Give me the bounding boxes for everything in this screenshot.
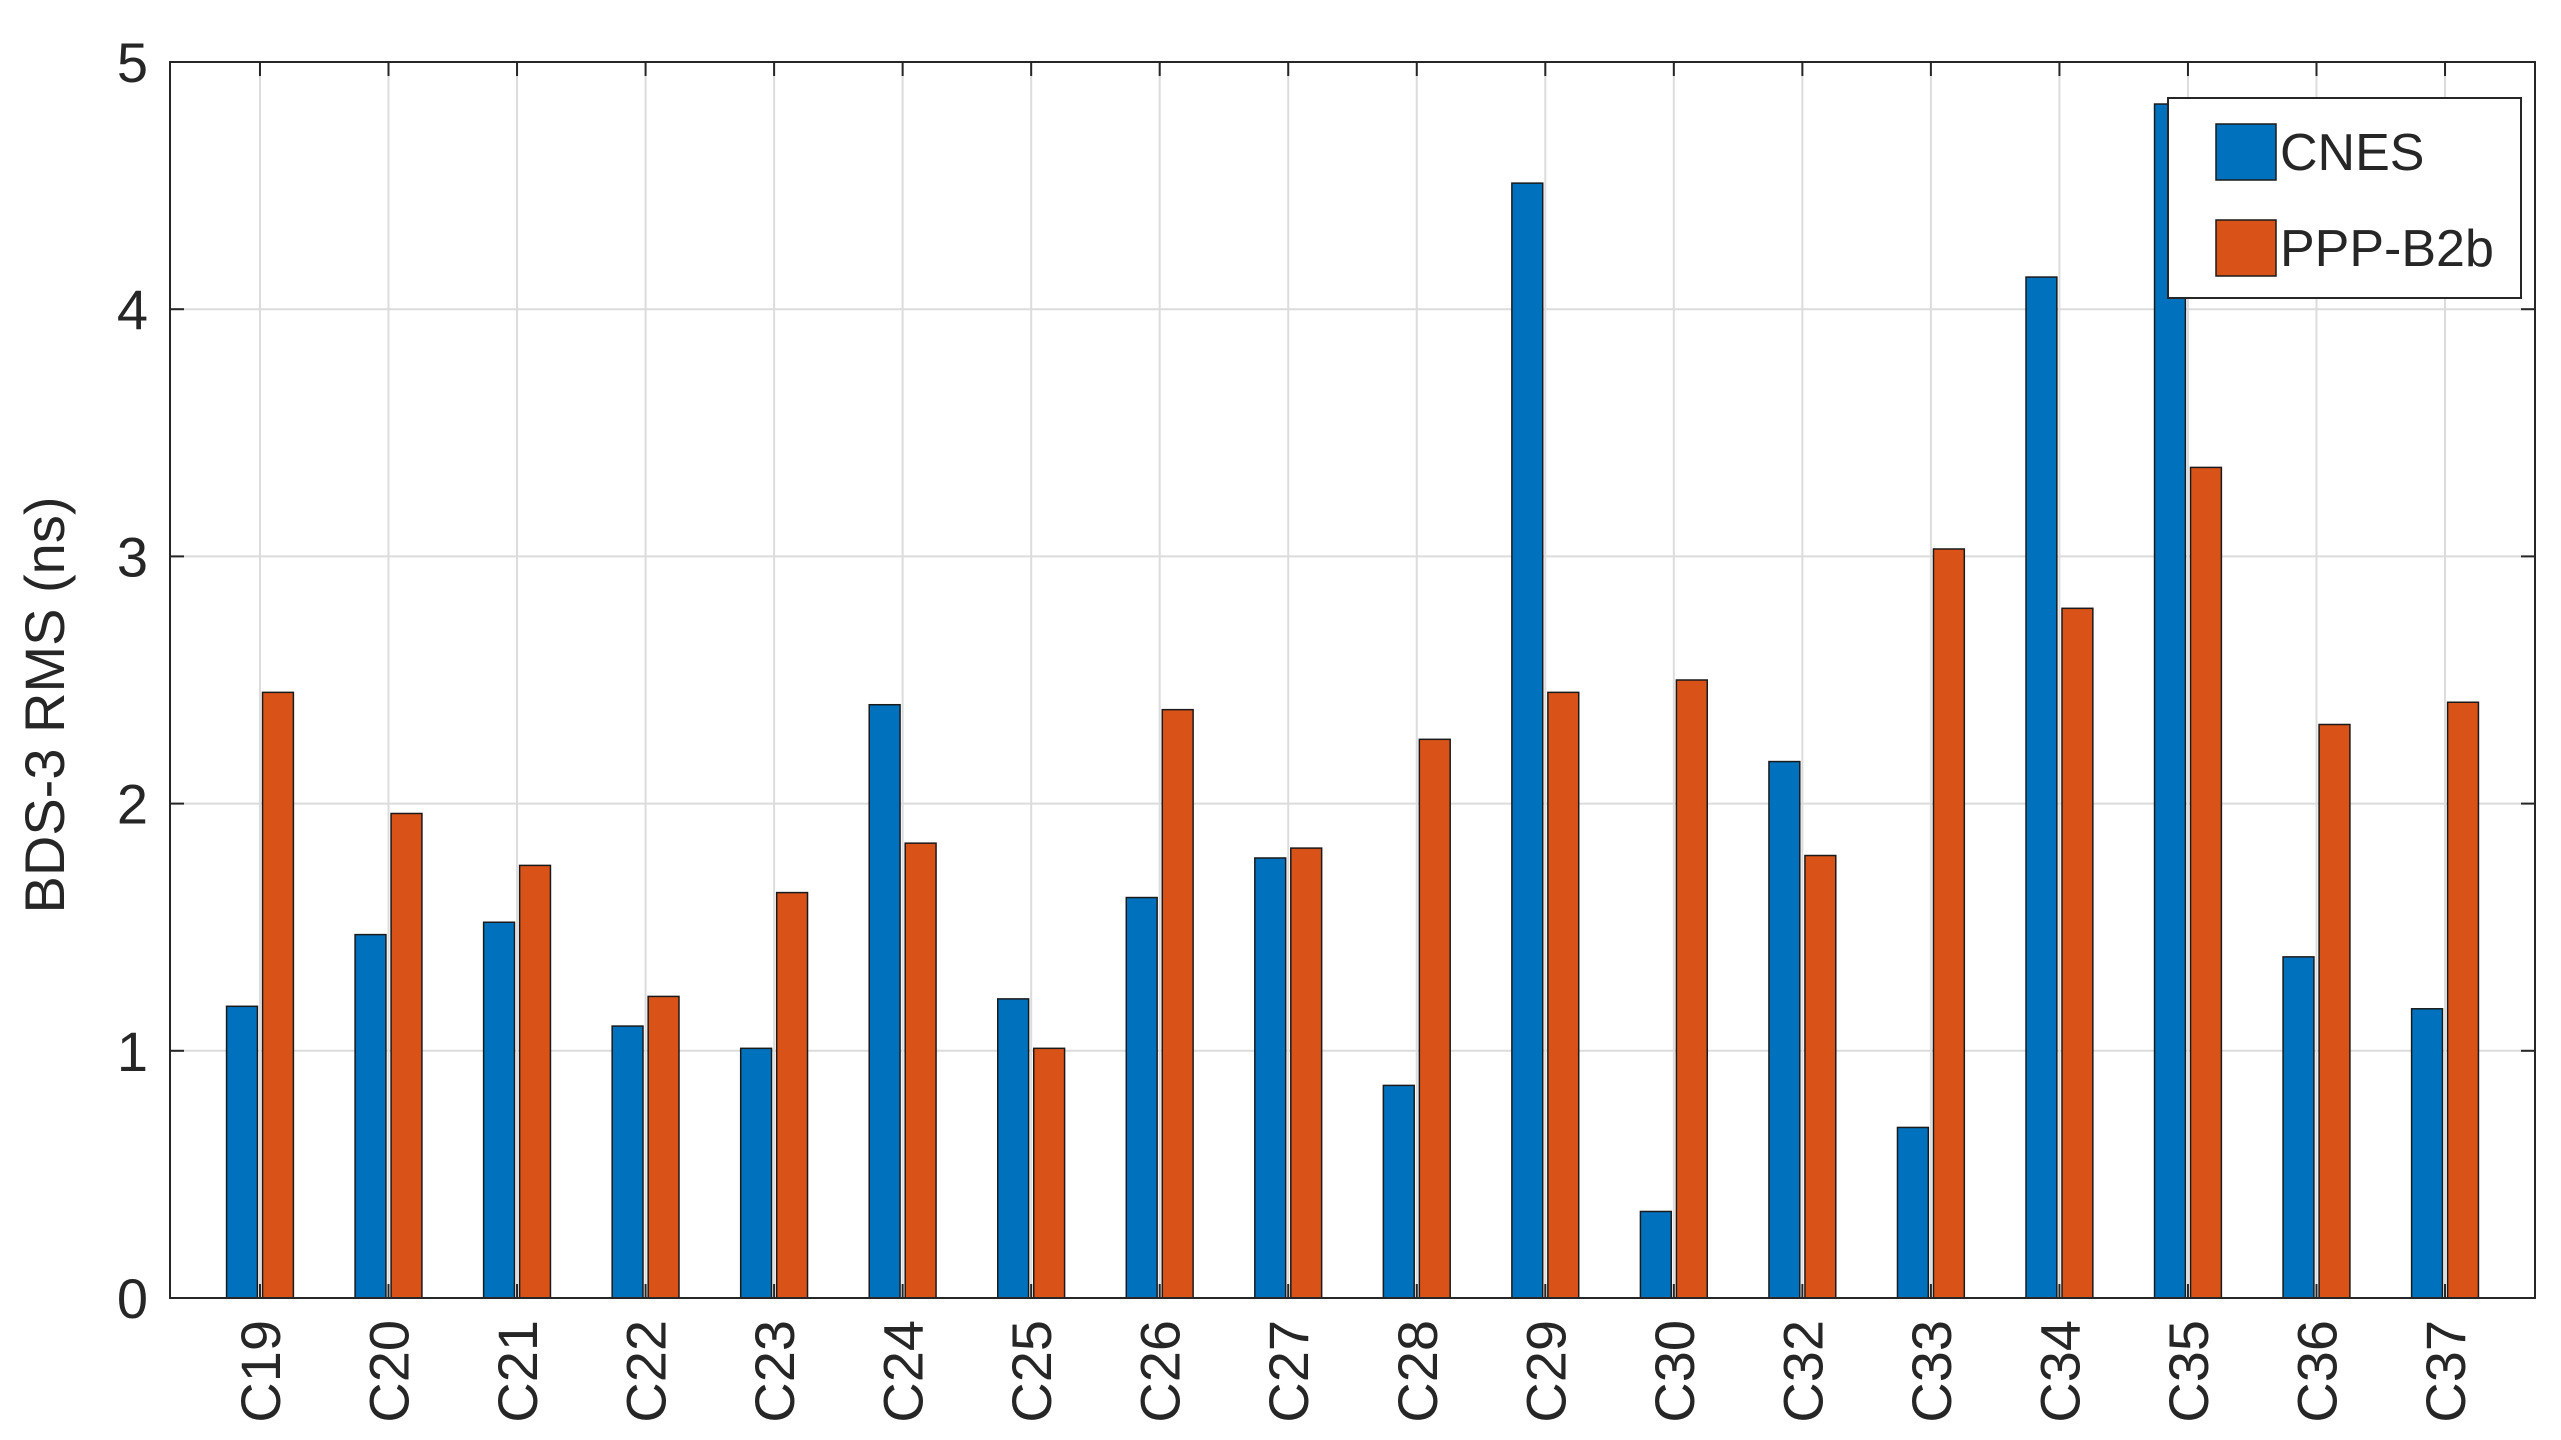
bar-ppp-b2b-c26 — [1161, 708, 1194, 1299]
bar-ppp-b2b-c25 — [1032, 1047, 1066, 1299]
x-tick-label-c27: C27 — [1257, 1320, 1320, 1423]
y-tick-label: 2 — [117, 773, 148, 836]
x-tick-label-c25: C25 — [1000, 1320, 1063, 1423]
bar-ppp-b2b-c28 — [1418, 738, 1451, 1299]
y-tick-label: 3 — [117, 525, 148, 588]
axis-ticks — [170, 61, 2535, 1299]
legend-swatch — [2215, 123, 2277, 181]
x-tick-label-c21: C21 — [486, 1320, 549, 1423]
bar-ppp-b2b-c20 — [390, 812, 423, 1299]
x-tick-label-c24: C24 — [872, 1320, 935, 1423]
x-tick-label-c26: C26 — [1129, 1320, 1192, 1423]
bar-cnes-c37 — [2410, 1008, 2444, 1299]
bar-ppp-b2b-c34 — [2061, 607, 2094, 1299]
bar-ppp-b2b-c19 — [261, 691, 295, 1299]
bar-ppp-b2b-c36 — [2318, 723, 2351, 1299]
y-tick-label: 1 — [117, 1020, 148, 1083]
x-tick-label-c28: C28 — [1386, 1320, 1449, 1423]
y-axis-label: BDS-3 RMS (ns) — [13, 497, 76, 914]
grid-lines — [170, 62, 2535, 1298]
y-tick-labels: 0 1 2 3 4 5 — [117, 31, 148, 1330]
bar-ppp-b2b-c23 — [775, 891, 809, 1299]
bar-ppp-b2b-c27 — [1290, 847, 1323, 1299]
x-tick-label-c20: C20 — [358, 1320, 421, 1423]
bar-ppp-b2b-c37 — [2446, 701, 2480, 1299]
bar-cnes-c26 — [1125, 896, 1158, 1299]
bar-cnes-c20 — [354, 933, 387, 1299]
bar-cnes-c21 — [482, 921, 516, 1299]
legend-swatch — [2215, 219, 2277, 277]
bar-cnes-c30 — [1639, 1210, 1673, 1299]
legend-label: PPP-B2b — [2280, 220, 2494, 278]
x-tick-label-c30: C30 — [1643, 1320, 1706, 1423]
bar-cnes-c29 — [1511, 182, 1544, 1299]
y-tick-label: 5 — [117, 31, 148, 94]
bar-cnes-c22 — [611, 1025, 644, 1299]
bar-cnes-c23 — [739, 1047, 773, 1299]
bar-cnes-c32 — [1768, 760, 1801, 1299]
bar-ppp-b2b-c21 — [518, 864, 552, 1299]
bars — [225, 103, 2480, 1299]
x-tick-label-c29: C29 — [1514, 1320, 1577, 1423]
x-tick-label-c19: C19 — [229, 1320, 292, 1423]
legend-label: CNES — [2280, 124, 2424, 182]
bar-ppp-b2b-c30 — [1675, 679, 1709, 1299]
bar-cnes-c24 — [868, 703, 901, 1299]
plot-area-frame — [169, 61, 2536, 1299]
bar-ppp-b2b-c29 — [1547, 691, 1580, 1299]
bar-cnes-c25 — [997, 998, 1030, 1299]
y-tick-label: 4 — [117, 278, 148, 341]
bar-ppp-b2b-c33 — [1932, 548, 1966, 1299]
x-tick-label-c23: C23 — [743, 1320, 806, 1423]
legend: CNES PPP-B2b — [2167, 97, 2522, 299]
bar-cnes-c36 — [2282, 956, 2315, 1299]
x-tick-label-c32: C32 — [1771, 1320, 1834, 1423]
x-tick-label-c36: C36 — [2285, 1320, 2348, 1423]
y-tick-label: 0 — [117, 1267, 148, 1330]
bar-cnes-c27 — [1254, 857, 1287, 1299]
bar-ppp-b2b-c32 — [1804, 854, 1837, 1299]
x-tick-label-c22: C22 — [615, 1320, 678, 1423]
x-tick-label-c37: C37 — [2414, 1320, 2477, 1423]
bar-cnes-c33 — [1896, 1126, 1930, 1299]
bar-cnes-c19 — [225, 1005, 259, 1299]
x-tick-label-c35: C35 — [2157, 1320, 2220, 1423]
x-tick-label-c33: C33 — [1900, 1320, 1963, 1423]
bar-ppp-b2b-c24 — [904, 842, 937, 1299]
x-tick-labels: C19 C20 C21 C22 C23 C24 C25 C26 C27 C28 C29 C30 C32 C… — [229, 1320, 2477, 1423]
x-tick-label-c34: C34 — [2028, 1320, 2091, 1423]
bar-cnes-c28 — [1382, 1084, 1415, 1299]
bar-ppp-b2b-c35 — [2189, 466, 2223, 1299]
bar-cnes-c34 — [2025, 276, 2058, 1299]
bar-ppp-b2b-c22 — [647, 995, 680, 1299]
